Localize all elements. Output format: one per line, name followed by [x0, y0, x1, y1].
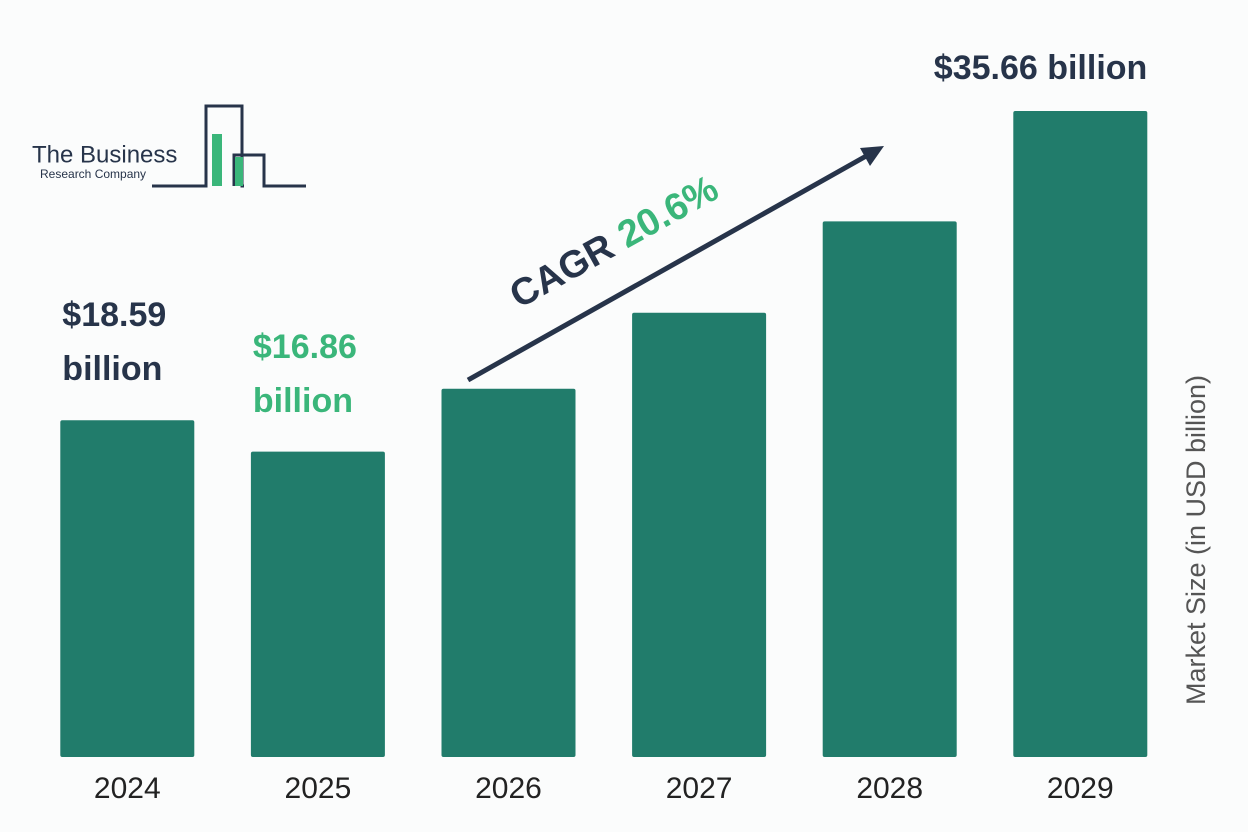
x-tick-label: 2025 — [285, 772, 352, 805]
x-tick-label: 2027 — [666, 772, 733, 805]
x-tick-label: 2028 — [856, 772, 923, 805]
logo-text: The Business — [32, 141, 177, 168]
bar — [822, 221, 957, 757]
bar — [60, 420, 195, 757]
bar — [1013, 111, 1148, 757]
logo: The Business Research Company — [32, 104, 306, 188]
logo-bar — [235, 157, 243, 186]
x-tick-label: 2024 — [94, 772, 161, 805]
x-tick-label: 2029 — [1047, 772, 1114, 805]
y-axis-label: Market Size (in USD billion) — [1181, 375, 1211, 705]
bar — [250, 451, 385, 757]
value-label: $35.66 billion — [933, 49, 1148, 87]
bar — [632, 312, 767, 757]
x-tick-label: 2026 — [475, 772, 542, 805]
cagr-arrow — [466, 152, 870, 383]
value-label: $18.59 billion — [62, 296, 167, 389]
logo-subtext: Research Company — [40, 167, 146, 181]
cagr-arrowhead — [860, 146, 884, 166]
value-label: $16.86 billion — [252, 327, 357, 420]
logo-outline — [232, 153, 306, 188]
bar — [441, 388, 576, 757]
logo-bar — [212, 134, 222, 186]
